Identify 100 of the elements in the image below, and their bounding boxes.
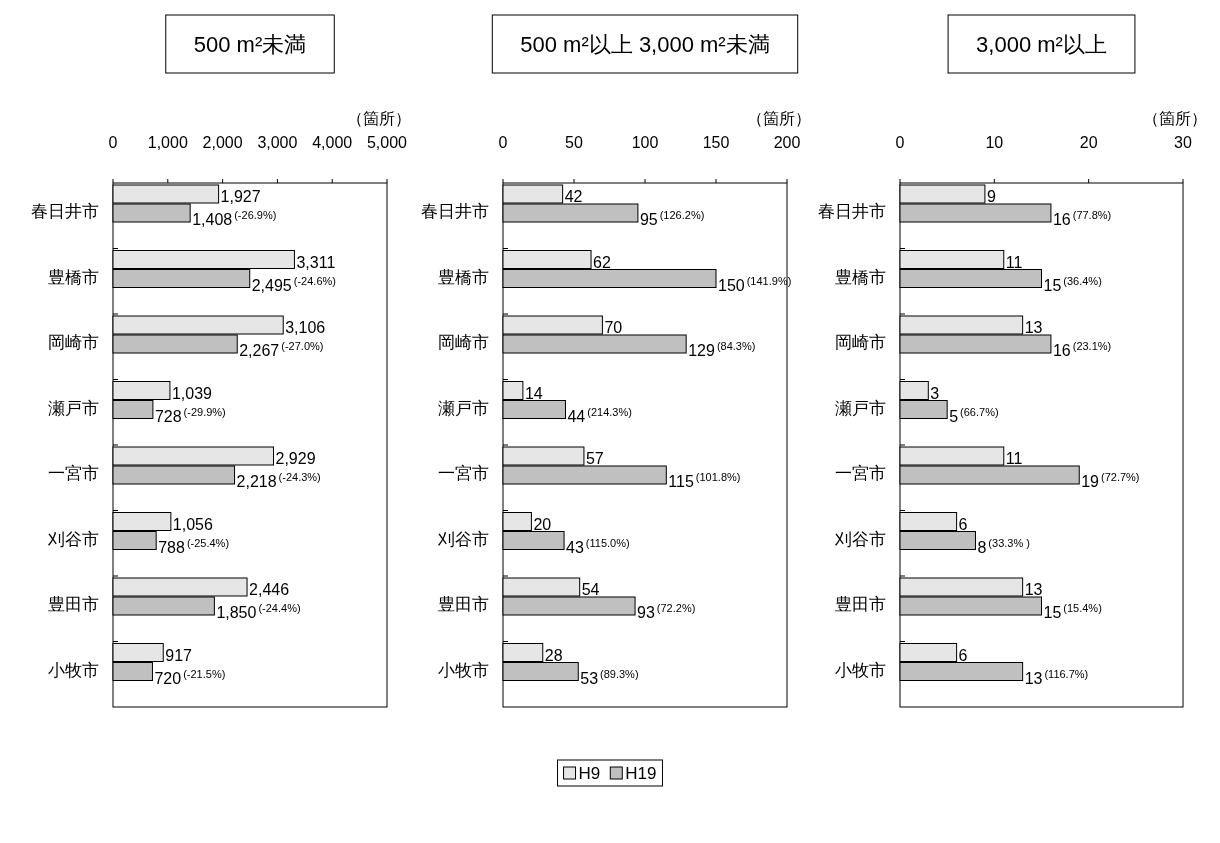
data-label: 70 bbox=[604, 319, 623, 336]
data-label: 2,495 bbox=[251, 276, 292, 294]
data-label: 19 bbox=[1081, 473, 1100, 490]
data-label: 6 bbox=[958, 515, 968, 533]
annotation: (-24.3%) bbox=[278, 471, 321, 483]
annotation: (-24.6%) bbox=[293, 274, 336, 287]
data-label: 53 bbox=[580, 669, 599, 687]
x-axis-title: （箇所） bbox=[747, 110, 811, 127]
data-label: 150 bbox=[718, 276, 745, 294]
y-tick-label: 刈谷市 bbox=[437, 529, 489, 549]
y-tick-label: 豊田市 bbox=[438, 595, 489, 614]
data-label: 3,311 bbox=[296, 253, 336, 271]
data-label: 2,929 bbox=[275, 450, 316, 467]
data-label: 57 bbox=[585, 450, 604, 467]
data-label: 16 bbox=[1052, 211, 1071, 228]
data-label: 15 bbox=[1043, 604, 1062, 621]
annotation: (72.2%) bbox=[656, 602, 696, 614]
data-label: 42 bbox=[564, 188, 583, 205]
annotation: (-27.0%) bbox=[281, 340, 324, 352]
data-label: 5 bbox=[949, 407, 959, 425]
data-label: 16 bbox=[1052, 342, 1071, 359]
data-label: 1,408 bbox=[192, 211, 233, 228]
data-label: 13 bbox=[1024, 319, 1043, 336]
y-tick-label: 豊橋市 bbox=[835, 267, 886, 287]
annotation: (77.8%) bbox=[1072, 209, 1112, 221]
data-label: 6 bbox=[958, 646, 968, 664]
x-tick-label: 0 bbox=[108, 134, 118, 151]
data-label: 1,850 bbox=[216, 604, 257, 621]
y-tick-label: 一宮市 bbox=[48, 464, 99, 483]
y-tick-label: 岡崎市 bbox=[835, 333, 886, 352]
legend-label: H19 bbox=[625, 764, 657, 783]
x-tick-label: 0 bbox=[498, 134, 508, 151]
data-label: 1,039 bbox=[171, 384, 213, 402]
annotation: (72.7%) bbox=[1101, 471, 1140, 483]
annotation: (126.2%) bbox=[659, 209, 705, 221]
annotation: (115.0%) bbox=[585, 536, 630, 549]
y-tick-label: 豊田市 bbox=[835, 595, 886, 614]
annotation: (36.4%) bbox=[1063, 274, 1102, 287]
annotation: (141.9%) bbox=[746, 274, 792, 287]
y-tick-label: 春日井市 bbox=[421, 202, 489, 221]
data-label: 115 bbox=[668, 473, 694, 490]
annotation: (84.3%) bbox=[716, 340, 756, 352]
annotation: (-29.9%) bbox=[183, 405, 226, 418]
data-label: 11 bbox=[1005, 253, 1023, 271]
data-label: 8 bbox=[977, 538, 987, 556]
data-label: 9 bbox=[986, 188, 996, 205]
chart-title: 500 m²以上 3,000 m²未満 bbox=[520, 32, 770, 57]
data-label: 95 bbox=[639, 211, 658, 228]
data-label: 917 bbox=[165, 646, 193, 664]
chart-title: 500 m²未満 bbox=[193, 32, 307, 57]
x-tick-label: 10 bbox=[985, 134, 1004, 151]
x-tick-label: 2,000 bbox=[202, 134, 243, 151]
y-tick-label: 豊橋市 bbox=[48, 267, 99, 287]
data-label: 13 bbox=[1024, 669, 1043, 687]
data-label: 43 bbox=[566, 538, 584, 556]
y-tick-label: 瀬戸市 bbox=[438, 398, 489, 418]
x-axis-title: （箇所） bbox=[1143, 110, 1207, 127]
y-tick-label: 春日井市 bbox=[818, 202, 886, 221]
y-tick-label: 瀬戸市 bbox=[48, 398, 99, 418]
data-label: 2,446 bbox=[249, 581, 290, 598]
y-tick-label: 瀬戸市 bbox=[835, 398, 886, 418]
data-label: 788 bbox=[158, 538, 185, 556]
annotation: (-21.5%) bbox=[183, 667, 226, 680]
y-tick-label: 岡崎市 bbox=[438, 333, 489, 352]
data-label: 720 bbox=[154, 669, 182, 687]
legend-label: H9 bbox=[578, 764, 601, 783]
annotation: (116.7%) bbox=[1044, 667, 1089, 680]
annotation: (33.3% ) bbox=[988, 536, 1030, 549]
data-label: 93 bbox=[637, 604, 655, 621]
y-tick-label: 小牧市 bbox=[438, 660, 489, 680]
x-tick-label: 0 bbox=[895, 134, 905, 151]
y-tick-label: 豊橋市 bbox=[438, 267, 489, 287]
data-label: 62 bbox=[593, 253, 611, 271]
data-label: 44 bbox=[567, 407, 586, 425]
data-label: 1,927 bbox=[220, 188, 261, 205]
y-tick-label: 一宮市 bbox=[835, 464, 886, 483]
x-tick-label: 20 bbox=[1079, 134, 1098, 151]
x-tick-label: 5,000 bbox=[366, 134, 408, 151]
y-tick-label: 小牧市 bbox=[835, 660, 886, 680]
x-tick-label: 30 bbox=[1174, 134, 1192, 151]
annotation: (23.1%) bbox=[1072, 340, 1112, 352]
chart-title: 3,000 m²以上 bbox=[976, 32, 1107, 57]
annotation: (15.4%) bbox=[1063, 602, 1102, 614]
data-label: 20 bbox=[533, 515, 552, 533]
x-tick-label: 4,000 bbox=[312, 134, 353, 151]
data-label: 129 bbox=[688, 342, 715, 359]
y-tick-label: 刈谷市 bbox=[834, 529, 886, 549]
y-tick-label: 岡崎市 bbox=[48, 333, 99, 352]
y-tick-label: 春日井市 bbox=[31, 202, 99, 221]
annotation: (-25.4%) bbox=[186, 536, 230, 549]
x-tick-label: 1,000 bbox=[147, 134, 188, 151]
y-tick-label: 豊田市 bbox=[48, 595, 99, 614]
x-tick-label: 50 bbox=[565, 134, 583, 151]
annotation: (-24.4%) bbox=[258, 602, 301, 614]
y-tick-label: 小牧市 bbox=[48, 660, 99, 680]
y-tick-label: 刈谷市 bbox=[47, 529, 99, 549]
data-label: 2,218 bbox=[236, 473, 277, 490]
data-label: 3 bbox=[930, 384, 940, 402]
data-label: 1,056 bbox=[172, 515, 214, 533]
annotation: (214.3%) bbox=[587, 405, 632, 418]
